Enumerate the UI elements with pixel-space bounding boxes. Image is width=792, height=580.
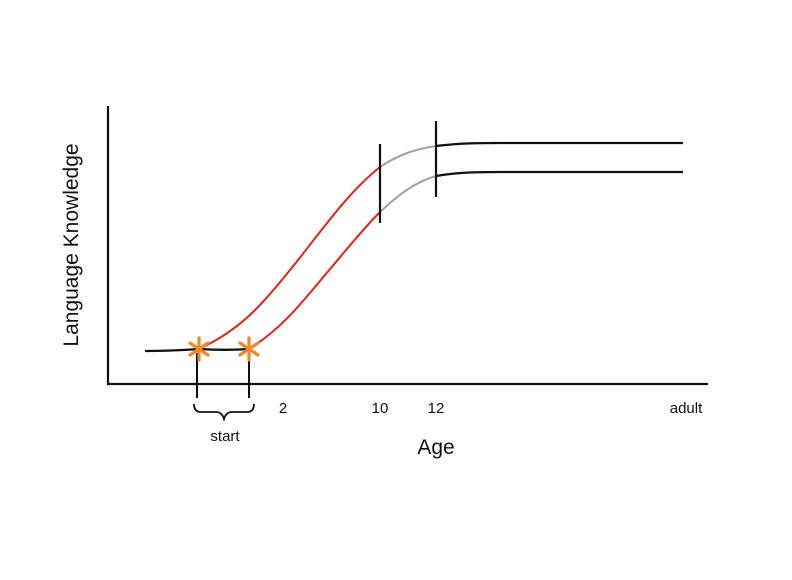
start-marker-later-icon (238, 336, 260, 362)
x-tick-label-2: 2 (279, 400, 287, 417)
x-tick-label-adult: adult (670, 400, 703, 417)
start-bracket (193, 353, 255, 423)
curve-later-baseline (198, 347, 250, 351)
start-label: start (210, 428, 240, 445)
curve-later-start (198, 170, 683, 351)
y-axis-title: Language Knowledge (60, 143, 83, 346)
curve-later-growth (248, 211, 381, 350)
curve-later-transition (379, 175, 437, 213)
start-brace (193, 403, 255, 423)
x-tick-label-12: 12 (428, 400, 445, 417)
curve-early-start (144, 141, 683, 353)
curve-early-plateau (435, 141, 683, 148)
curve-early-transition (379, 145, 437, 168)
x-tick-label-10: 10 (372, 400, 389, 417)
curve-early-baseline (144, 347, 200, 353)
curve-later-plateau (435, 170, 683, 178)
start-marker-early-icon (188, 336, 210, 362)
curve-early-growth (198, 166, 381, 350)
x-axis-title: Age (417, 436, 454, 459)
